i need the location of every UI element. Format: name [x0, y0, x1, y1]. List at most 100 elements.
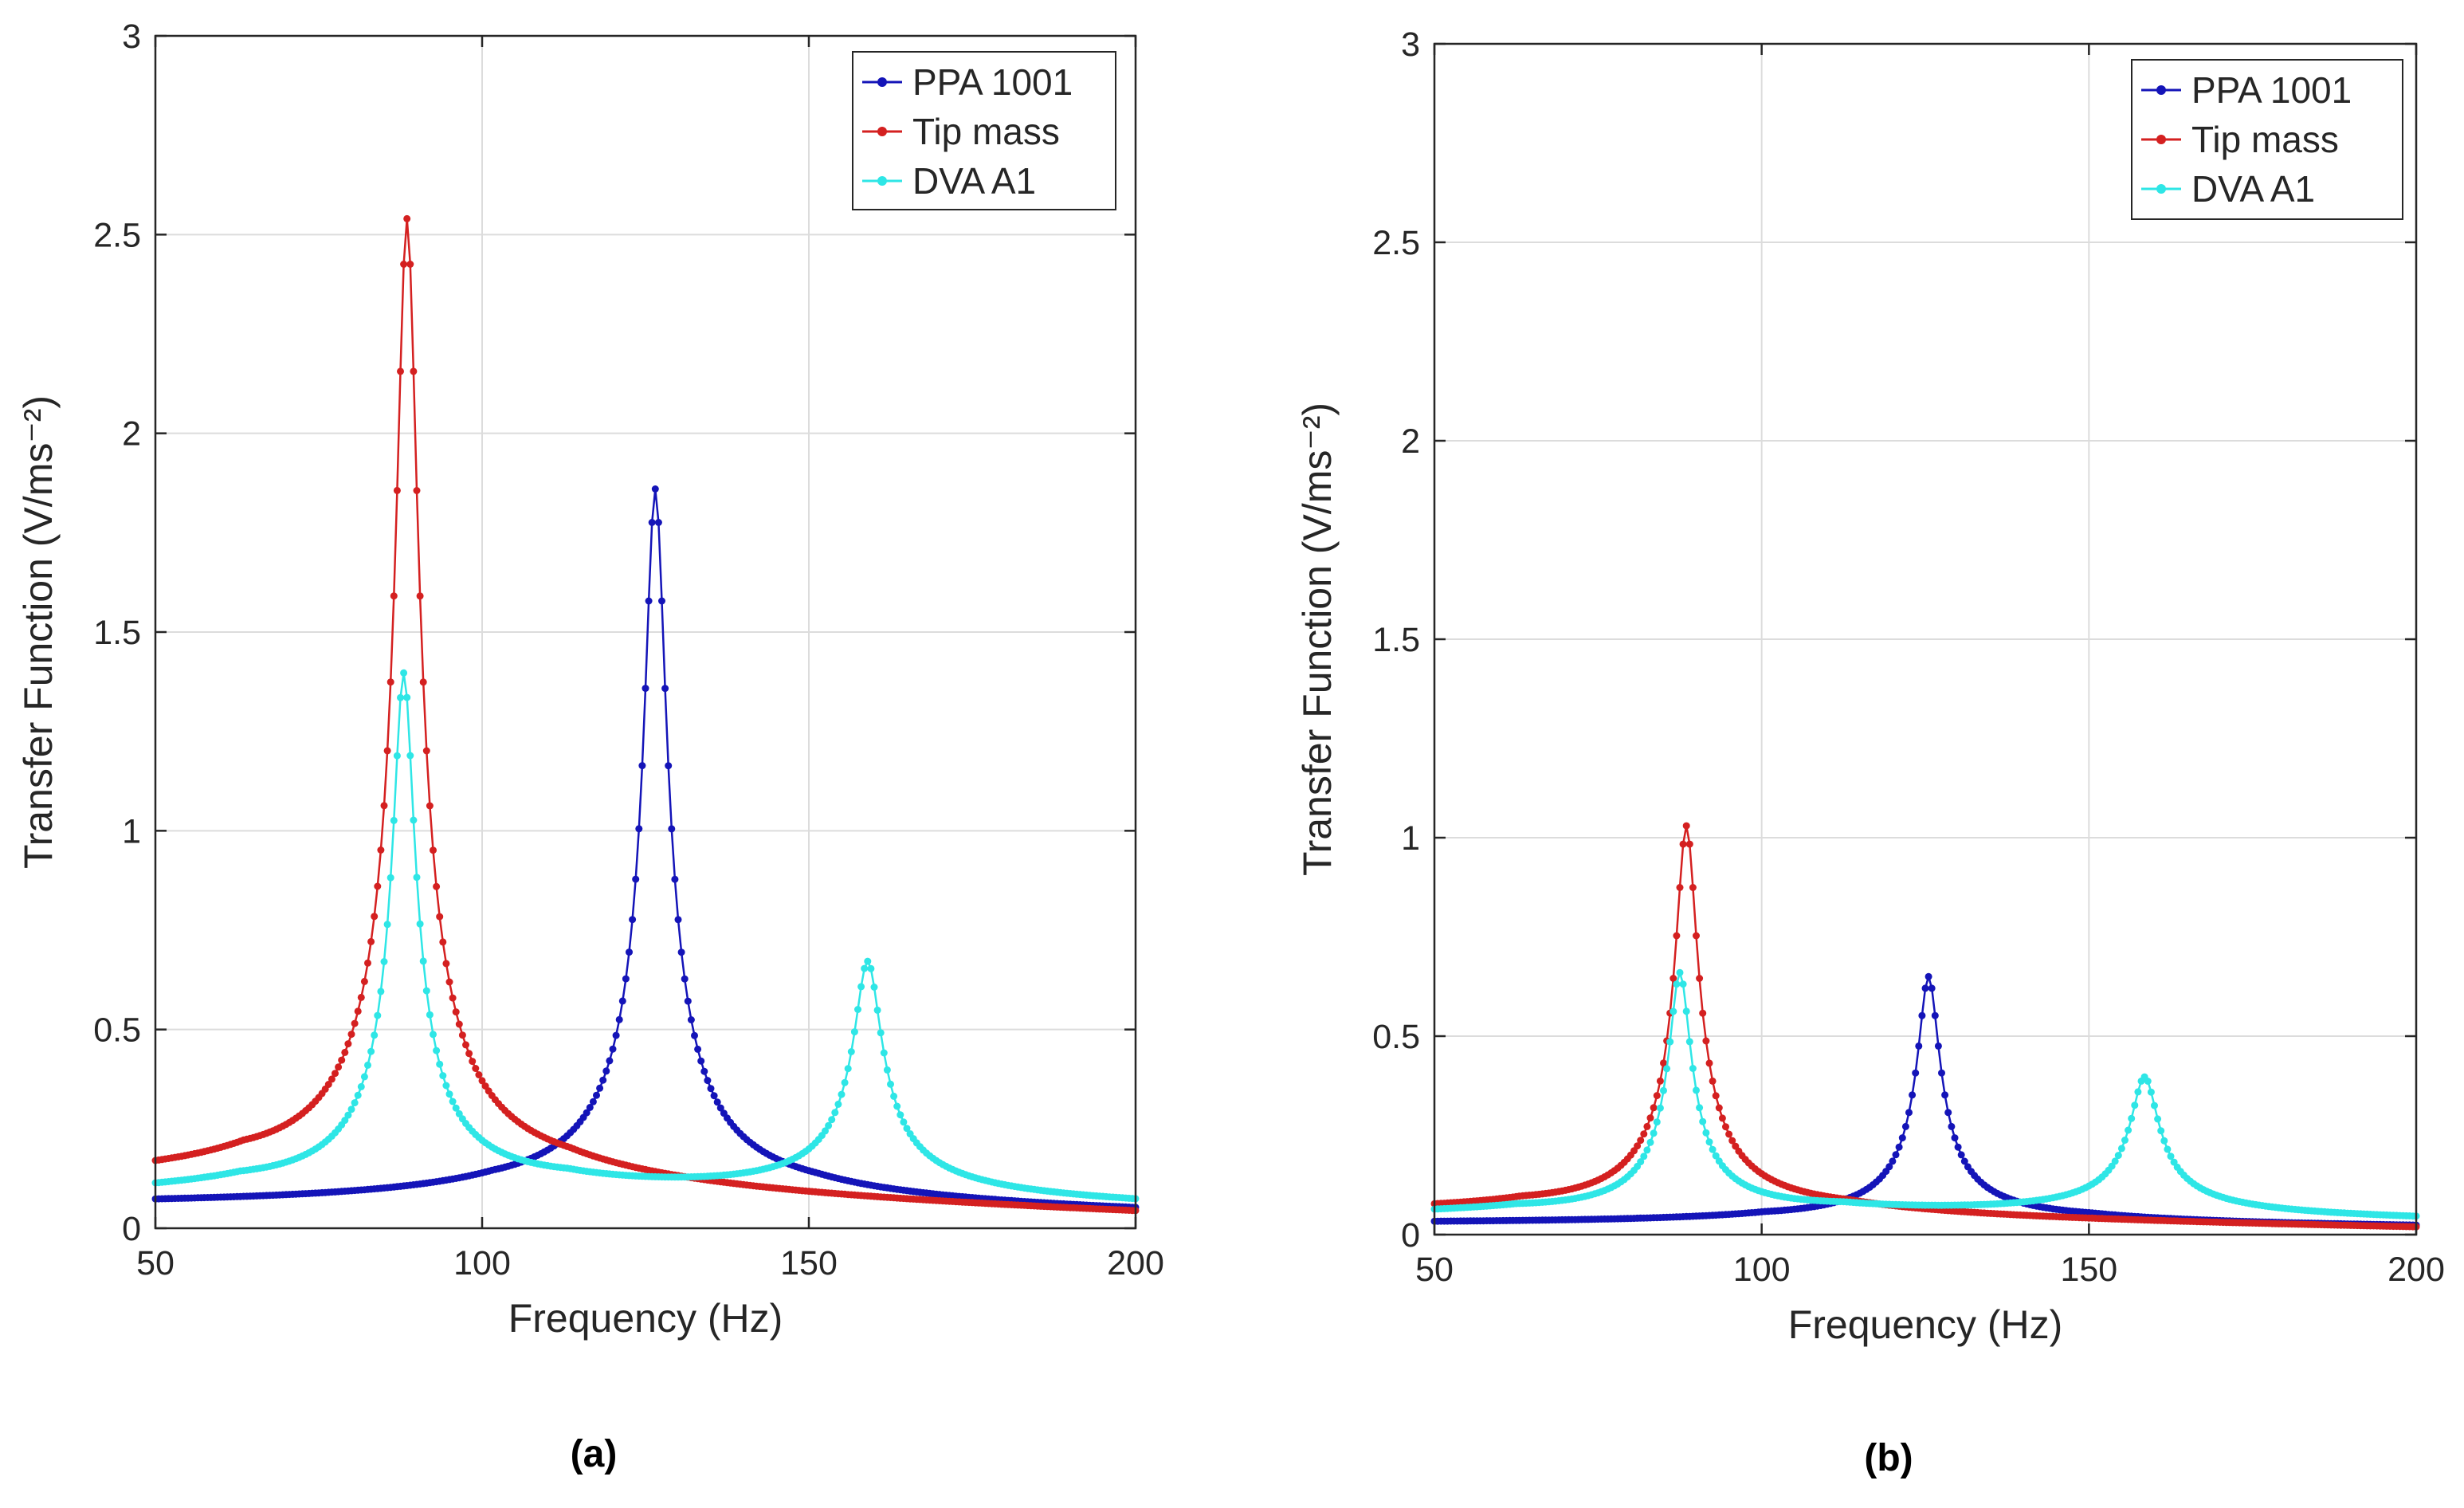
data-point [442, 960, 450, 968]
data-point [674, 916, 682, 924]
data-point [1650, 1129, 1658, 1137]
data-point [661, 685, 669, 693]
data-point [357, 1082, 365, 1090]
legend-label: PPA 1001 [912, 61, 1073, 103]
data-point [400, 261, 408, 268]
data-point [430, 1031, 437, 1039]
x-tick-label: 50 [1415, 1251, 1454, 1289]
y-tick-label: 2 [122, 415, 141, 454]
data-point [844, 1065, 852, 1073]
data-point [445, 978, 453, 986]
x-tick-label: 200 [1107, 1244, 1164, 1282]
data-point [867, 964, 875, 972]
data-point [1676, 884, 1684, 891]
data-point [442, 1082, 450, 1090]
data-point [1712, 1152, 1720, 1160]
panel-b-x-axis-label: Frequency (Hz) [1788, 1302, 2063, 1347]
data-point [419, 957, 427, 965]
data-point [1709, 1145, 1717, 1153]
data-point [1682, 1007, 1690, 1015]
data-point [1928, 984, 1936, 992]
data-point [1693, 932, 1700, 940]
data-point [426, 1011, 434, 1019]
data-point [1722, 1123, 1729, 1131]
data-point [2154, 1115, 2162, 1123]
data-point [1637, 1158, 1645, 1166]
data-point [380, 958, 388, 965]
data-point [347, 1105, 355, 1113]
y-tick-label: 1.5 [93, 614, 141, 652]
data-point [1918, 1011, 1926, 1019]
data-point [2125, 1126, 2132, 1134]
legend-entry: DVA A1 [862, 160, 1036, 202]
data-point [360, 977, 368, 985]
data-point [478, 1077, 486, 1085]
data-point [367, 937, 375, 945]
data-point [618, 997, 626, 1005]
data-point [654, 519, 662, 526]
data-point [439, 1072, 447, 1080]
data-point [422, 987, 430, 995]
legend-entry: Tip mass [2141, 119, 2339, 160]
y-tick-label: 0 [122, 1210, 141, 1248]
legend-label: Tip mass [912, 111, 1060, 152]
data-point [1696, 1104, 1704, 1112]
data-point [609, 1045, 617, 1053]
data-point [360, 1073, 368, 1081]
series-line [155, 673, 1136, 1200]
data-point [351, 1019, 359, 1027]
data-point [665, 762, 673, 770]
data-point [1941, 1091, 1949, 1099]
panel-b-series [1430, 822, 2420, 1231]
data-point [374, 882, 382, 890]
legend-swatch-marker [2156, 135, 2166, 144]
data-point [880, 1049, 888, 1057]
legend-swatch-marker [2156, 85, 2166, 95]
series-line [155, 218, 1136, 1212]
data-point [1718, 1114, 1726, 1122]
data-point [1705, 1059, 1713, 1067]
data-point [838, 1090, 846, 1098]
legend-swatch-marker [877, 77, 887, 87]
panel-b-legend: PPA 1001 Tip mass DVA A1 [2131, 59, 2403, 220]
data-point [2151, 1102, 2158, 1109]
data-point [606, 1057, 614, 1065]
data-point [828, 1116, 836, 1124]
x-tick-label: 50 [136, 1244, 175, 1282]
data-point [691, 1031, 698, 1039]
data-point [1938, 1069, 1945, 1077]
data-point [1646, 1114, 1654, 1122]
data-point [602, 1067, 610, 1075]
data-point [2117, 1145, 2125, 1153]
data-point [635, 825, 643, 833]
data-point [406, 261, 414, 268]
y-tick-label: 0.5 [93, 1011, 141, 1050]
y-tick-label: 0.5 [1372, 1018, 1420, 1056]
data-point [694, 1045, 702, 1053]
panel-b-chart: 50 100 150 200 0 0.5 1 1.5 2 2.5 3 Frequency (Hz)… [1295, 26, 2445, 1479]
data-point [1895, 1143, 1903, 1151]
data-point [1685, 840, 1693, 848]
data-point [1925, 972, 1932, 980]
data-point [1699, 1117, 1707, 1125]
data-point [1673, 932, 1681, 940]
data-point [455, 1109, 463, 1117]
data-point [651, 485, 659, 493]
data-point [380, 802, 388, 810]
legend-label: DVA A1 [912, 160, 1036, 202]
data-point [1637, 1137, 1645, 1145]
data-point [433, 1047, 441, 1054]
panel-a-series [151, 214, 1140, 1215]
data-point [583, 1109, 590, 1117]
data-point [648, 519, 656, 526]
data-point [1660, 1059, 1667, 1067]
data-point [416, 920, 424, 928]
data-point [344, 1040, 352, 1048]
data-point [870, 984, 878, 991]
data-point [393, 486, 401, 494]
data-point [700, 1067, 708, 1075]
data-point [850, 1028, 858, 1036]
data-point [367, 1047, 375, 1055]
legend-label: PPA 1001 [2191, 69, 2352, 111]
